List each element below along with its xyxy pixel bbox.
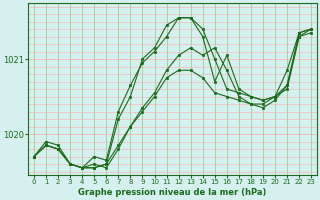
X-axis label: Graphe pression niveau de la mer (hPa): Graphe pression niveau de la mer (hPa) (78, 188, 267, 197)
